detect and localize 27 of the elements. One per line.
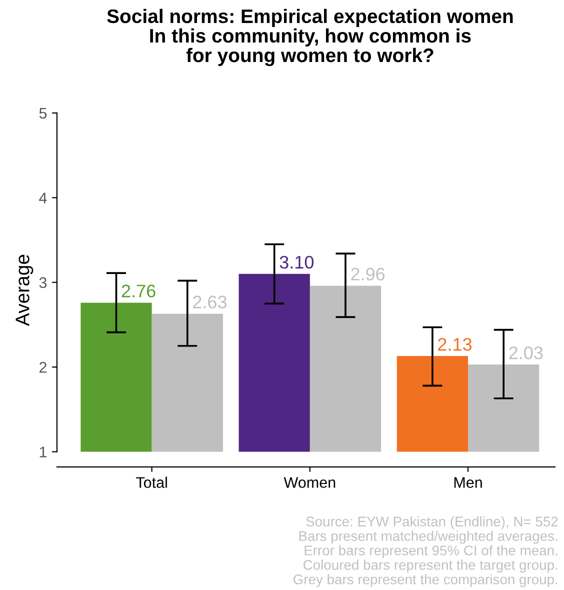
x-tick-label: Total (136, 476, 167, 488)
source-note: Source: EYW Pakistan (Endline), N= 552 (306, 516, 558, 530)
chart-title: Social norms: Empirical expectation women In this community, how common is for young women to work? (107, 8, 513, 66)
bar (310, 286, 382, 452)
bar (468, 364, 540, 452)
bar (238, 274, 310, 452)
data-label: 2.76 (122, 284, 156, 298)
data-label: 3.10 (280, 256, 314, 269)
y-tick-label: 5 (39, 108, 47, 119)
text: Error bars represent 95% CI of the mean. (304, 545, 558, 558)
text: Coloured bars represent the target group. (304, 560, 558, 573)
data-label: 2.13 (438, 338, 472, 351)
y-tick-label: 2 (40, 362, 46, 373)
y-tick-label: 4 (39, 192, 47, 204)
text: Bars present matched/weighted averages. (299, 530, 558, 544)
data-label: 2.96 (351, 268, 385, 280)
bar (80, 302, 152, 452)
data-label: 2.63 (193, 296, 226, 308)
x-tick-label: Women (284, 477, 336, 488)
y-axis-title: Average (16, 254, 34, 326)
text: Grey bars represent the comparison group. (294, 574, 558, 588)
y-tick-label: 1 (40, 446, 46, 458)
x-tick-label: Men (454, 477, 482, 488)
data-label: 2.03 (509, 346, 543, 360)
y-tick-label: 3 (39, 277, 47, 288)
bar (396, 356, 468, 452)
bar (152, 314, 223, 452)
